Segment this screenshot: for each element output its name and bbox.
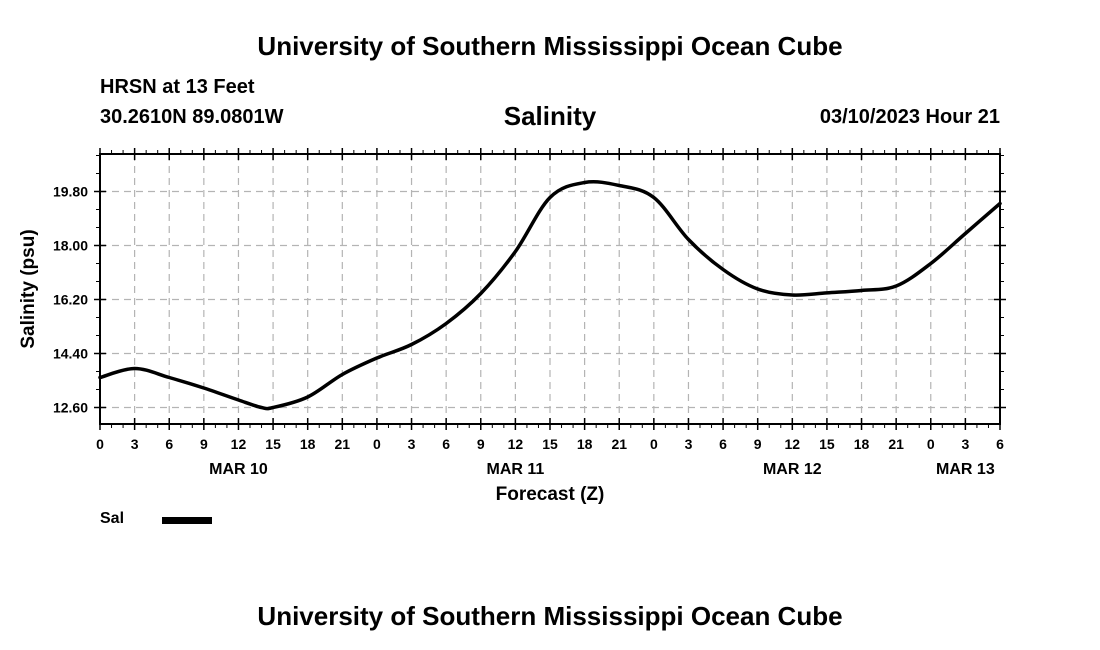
x-tick-label: 3 — [408, 436, 416, 452]
x-tick-label: 12 — [231, 436, 247, 452]
y-tick-label: 14.40 — [53, 346, 88, 362]
y-tick-label: 18.00 — [53, 238, 88, 254]
date-label: MAR 11 — [486, 461, 544, 478]
x-tick-label: 0 — [650, 436, 658, 452]
x-tick-label: 18 — [854, 436, 870, 452]
x-tick-label: 6 — [719, 436, 727, 452]
x-tick-label: 0 — [96, 436, 104, 452]
chart-header-title: University of Southern Mississippi Ocean… — [257, 31, 843, 61]
date-label: MAR 10 — [209, 461, 268, 478]
x-tick-label: 3 — [685, 436, 693, 452]
x-tick-label: 21 — [888, 436, 904, 452]
x-tick-label: 6 — [442, 436, 450, 452]
x-tick-label: 9 — [754, 436, 762, 452]
grid-lines — [100, 154, 1000, 424]
y-axis: 12.60 14.40 16.20 18.00 19.80 — [53, 155, 1006, 416]
series-line-sal — [98, 180, 1002, 411]
x-tick-label: 3 — [961, 436, 969, 452]
x-tick-label: 15 — [819, 436, 835, 452]
chart-footer-title: University of Southern Mississippi Ocean… — [257, 601, 843, 631]
legend-swatch — [162, 517, 212, 524]
x-tick-label: 0 — [373, 436, 381, 452]
y-tick-label: 16.20 — [53, 292, 88, 308]
x-tick-label: 6 — [165, 436, 173, 452]
x-tick-label: 12 — [508, 436, 524, 452]
x-tick-label: 15 — [265, 436, 281, 452]
x-tick-label: 12 — [785, 436, 801, 452]
x-tick-label: 21 — [611, 436, 627, 452]
x-axis: 0 3 6 9 12 15 18 21 0 3 6 9 12 15 18 21 0 3 6 9 12 15 18 21 0 3 6M… — [96, 148, 1004, 478]
x-tick-label: 3 — [131, 436, 139, 452]
chart-title: Salinity — [503, 101, 597, 131]
y-axis-label: Salinity (psu) — [18, 229, 39, 348]
date-label: MAR 13 — [936, 461, 995, 478]
series-layer — [98, 180, 1002, 411]
x-axis-label: Forecast (Z) — [496, 484, 605, 505]
station-label: HRSN at 13 Feet — [100, 76, 255, 98]
x-tick-label: 0 — [927, 436, 935, 452]
x-tick-label: 9 — [477, 436, 485, 452]
legend-label: Sal — [100, 510, 125, 527]
y-tick-label: 12.60 — [53, 400, 88, 416]
forecast-datetime: 03/10/2023 Hour 21 — [819, 106, 1000, 128]
date-label: MAR 12 — [763, 461, 822, 478]
y-tick-label: 19.80 — [53, 184, 88, 200]
coordinates-label: 30.2610N 89.0801W — [100, 106, 284, 128]
x-tick-label: 18 — [300, 436, 316, 452]
x-tick-label: 6 — [996, 436, 1004, 452]
x-tick-label: 18 — [577, 436, 593, 452]
x-tick-label: 15 — [542, 436, 558, 452]
x-tick-label: 9 — [200, 436, 208, 452]
x-tick-label: 21 — [335, 436, 351, 452]
